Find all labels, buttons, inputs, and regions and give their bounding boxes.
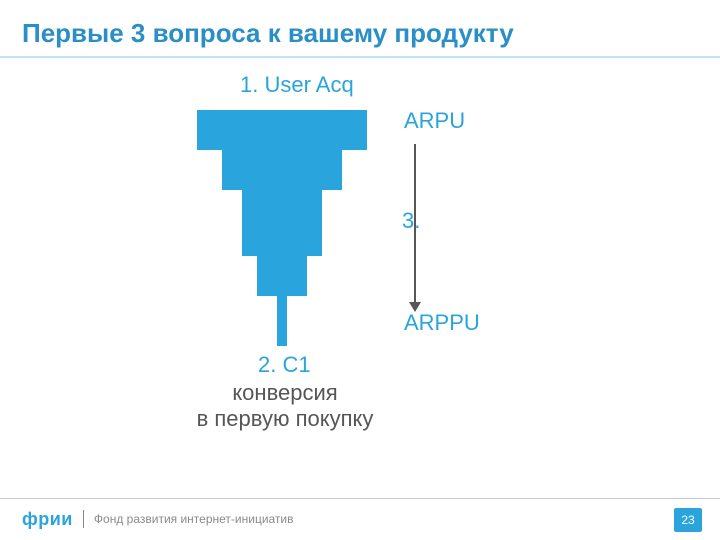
- footer-logo: фрии: [22, 509, 73, 530]
- arrow-line: [414, 144, 416, 304]
- footer-text: Фонд развития интернет-инициатив: [94, 512, 294, 526]
- page-number-badge: 23: [674, 508, 702, 532]
- side-label-3: 3.: [402, 208, 420, 234]
- footer: фрии Фонд развития интернет-инициатив 23: [0, 498, 720, 540]
- slide: Первые 3 вопроса к вашему продукту 1. Us…: [0, 0, 720, 540]
- funnel-bar-0: [197, 110, 367, 150]
- funnel-bar-3: [257, 256, 307, 296]
- funnel-bottom-label-1: 2. С1: [258, 352, 311, 378]
- title-underline: [0, 56, 720, 58]
- funnel-bar-2: [242, 190, 322, 256]
- side-label-arpu: ARPU: [404, 108, 465, 134]
- funnel-diagram: 1. User Acq 2. С1 конверсияв первую поку…: [0, 72, 720, 492]
- arrow-head-icon: [409, 302, 421, 312]
- funnel-bottom-label-2: конверсияв первую покупку: [180, 380, 390, 433]
- footer-border: [0, 498, 720, 499]
- slide-title: Первые 3 вопроса к вашему продукту: [22, 18, 514, 49]
- footer-separator: [83, 510, 84, 528]
- funnel-top-label: 1. User Acq: [240, 72, 354, 98]
- side-label-arppu: ARPPU: [404, 310, 480, 336]
- funnel-bar-4: [277, 296, 287, 346]
- funnel-bar-1: [222, 150, 342, 190]
